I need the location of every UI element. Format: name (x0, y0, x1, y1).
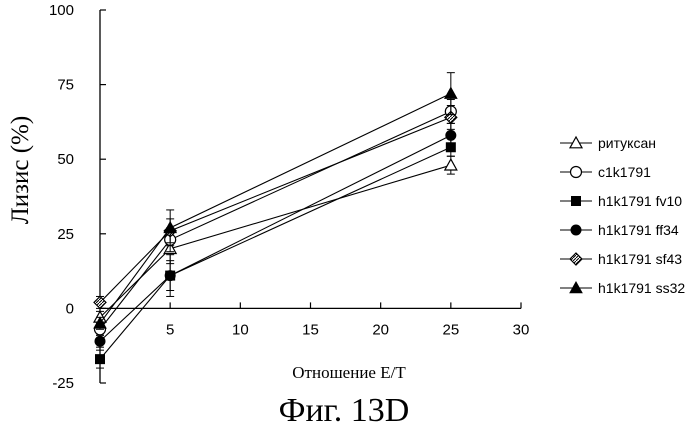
legend-marker (571, 196, 581, 206)
series-line (100, 135, 451, 341)
data-point (95, 354, 105, 364)
legend-marker (570, 137, 582, 148)
legend-marker (571, 167, 582, 178)
y-axis-label: Лизис (%) (7, 116, 34, 224)
x-tick-label: 5 (166, 321, 174, 338)
legend-item-3: h1k1791 fv10 (560, 193, 682, 209)
x-tick-label: 25 (442, 321, 459, 338)
data-point (445, 88, 457, 99)
legend-label: h1k1791 ff34 (598, 222, 679, 238)
legend-label: h1k1791 fv10 (598, 193, 682, 209)
y-tick-label: 25 (57, 226, 74, 243)
x-axis-label: Отношение E/T (292, 363, 406, 382)
legend-item-6: h1k1791 ss32 (560, 280, 685, 296)
legend-label: h1k1791 ss32 (598, 280, 685, 296)
legend-item-4: h1k1791 ff34 (560, 222, 679, 238)
x-tick-label: 10 (232, 321, 249, 338)
legend-marker (570, 253, 582, 265)
series-line (100, 117, 451, 302)
y-tick-label: 50 (57, 151, 74, 168)
x-tick-label: 30 (513, 321, 530, 338)
series-3 (95, 138, 456, 368)
y-tick-label: 0 (66, 300, 74, 317)
series-line (100, 147, 451, 359)
data-point (95, 336, 106, 347)
data-point (165, 270, 176, 281)
legend-marker (570, 282, 582, 293)
y-tick-label: 75 (57, 77, 74, 94)
series-group (94, 73, 457, 368)
legend-marker (571, 225, 582, 236)
data-point (164, 222, 176, 233)
x-tick-label: 15 (302, 321, 319, 338)
figure-caption: Фиг. 13D (279, 392, 410, 428)
series-4 (95, 123, 457, 347)
legend-item-2: c1k1791 (560, 164, 651, 180)
series-5 (94, 105, 457, 308)
legend-label: c1k1791 (598, 164, 651, 180)
legend: ритуксан c1k1791 h1k1791 fv10 h1k1791 ff34 h… (560, 135, 685, 296)
series-6 (94, 73, 457, 330)
legend-item-1: ритуксан (560, 135, 656, 151)
legend-label: ритуксан (598, 135, 656, 151)
legend-label: h1k1791 sf43 (598, 251, 682, 267)
legend-item-5: h1k1791 sf43 (560, 251, 682, 267)
data-point (445, 130, 456, 141)
y-tick-label: -25 (52, 375, 74, 392)
series-line (100, 94, 451, 324)
series-1 (94, 156, 457, 323)
y-tick-label: 100 (49, 2, 74, 19)
data-point (445, 159, 457, 170)
x-tick-label: 20 (372, 321, 389, 338)
